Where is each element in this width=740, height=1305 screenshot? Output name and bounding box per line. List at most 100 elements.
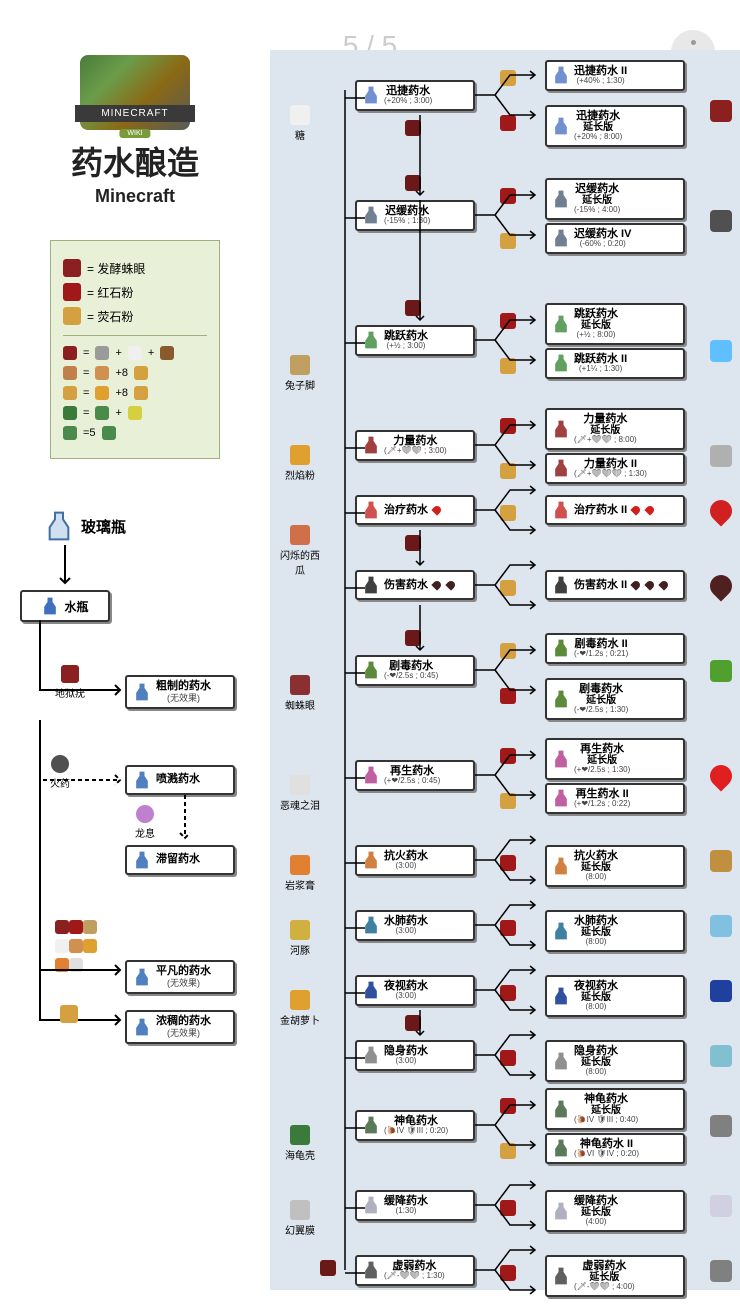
effect-icon bbox=[710, 1260, 732, 1282]
potion-variant-box: 迟缓药水延长版(-15% ; 4:00) bbox=[545, 178, 685, 220]
glow-modifier-icon bbox=[500, 505, 516, 521]
legend-item: = 荧石粉 bbox=[63, 307, 207, 325]
water-bottle-text: 水瓶 bbox=[64, 598, 88, 615]
potion-variant-box: 迟缓药水 IV(-60% ; 0:20) bbox=[545, 223, 685, 254]
red-modifier-icon bbox=[500, 1050, 516, 1066]
legend-item: = 发酵蛛眼 bbox=[63, 259, 207, 277]
potion-variant-box: 再生药水 II(+❤/1.2s ; 0:22) bbox=[545, 783, 685, 814]
ingredient-magma: 岩浆膏 bbox=[280, 855, 320, 892]
red-modifier-icon bbox=[500, 188, 516, 204]
potion-base-box: 抗火药水(3:00) bbox=[355, 845, 475, 876]
dragon-breath-icon bbox=[136, 805, 154, 823]
legend-recipe: =+ bbox=[63, 406, 207, 420]
ingredient-spider: 蜘蛛眼 bbox=[280, 675, 320, 712]
potion-variant-box: 跳跃药水延长版(+½ ; 8:00) bbox=[545, 303, 685, 345]
ferment-icon bbox=[405, 630, 421, 646]
potion-base-box: 力量药水(🗡+❤❤ ; 3:00) bbox=[355, 430, 475, 461]
ferment-icon bbox=[405, 1015, 421, 1031]
potion-base-box: 迅捷药水(+20% ; 3:00) bbox=[355, 80, 475, 111]
page-subtitle: Minecraft bbox=[50, 186, 220, 207]
potion-base-box: 迟缓药水(-15% ; 1:30) bbox=[355, 200, 475, 231]
ingredient-blaze: 烈焰粉 bbox=[280, 445, 320, 482]
arrow-to-lingering bbox=[175, 795, 195, 845]
potion-variant-box: 剧毒药水延长版(-❤/2.5s ; 1:30) bbox=[545, 678, 685, 720]
potion-variant-box: 神龟药水延长版(🐌IV 🛡III ; 0:40) bbox=[545, 1088, 685, 1130]
potion-base-box: 水肺药水(3:00) bbox=[355, 910, 475, 941]
effect-icon bbox=[710, 210, 732, 232]
red-modifier-icon bbox=[500, 920, 516, 936]
potion-base-box: 跳跃药水(+½ ; 3:00) bbox=[355, 325, 475, 356]
ingredient-phantom: 幻翼膜 bbox=[280, 1200, 320, 1237]
effect-icon bbox=[710, 100, 732, 122]
potion-icon bbox=[41, 596, 59, 616]
potion-base-box: 再生药水(+❤/2.5s ; 0:45) bbox=[355, 760, 475, 791]
mundane-potion-box: 平凡的药水(无效果) bbox=[125, 960, 235, 994]
potion-base-box: 治疗药水 bbox=[355, 495, 475, 525]
red-modifier-icon bbox=[500, 748, 516, 764]
legend-recipe: =++ bbox=[63, 346, 207, 360]
ingredient-carrot: 金胡萝卜 bbox=[280, 990, 320, 1027]
potion-variant-box: 伤害药水 II bbox=[545, 570, 685, 600]
thick-potion-box: 浓稠的药水(无效果) bbox=[125, 1010, 235, 1044]
red-modifier-icon bbox=[500, 1265, 516, 1281]
ferment-icon bbox=[320, 1260, 336, 1276]
effect-icon bbox=[710, 980, 732, 1002]
potion-variant-box: 隐身药水延长版(8:00) bbox=[545, 1040, 685, 1082]
glow-modifier-icon bbox=[500, 1143, 516, 1159]
potion-variant-box: 力量药水 II(🗡+❤❤❤ ; 1:30) bbox=[545, 453, 685, 484]
effect-icon bbox=[710, 915, 732, 937]
glow-modifier-icon bbox=[500, 580, 516, 596]
potion-base-box: 剧毒药水(-❤/2.5s ; 0:45) bbox=[355, 655, 475, 686]
logo-banner: MINECRAFT bbox=[75, 105, 195, 122]
potion-variant-box: 神龟药水 II(🐌VI 🛡IV ; 0:20) bbox=[545, 1133, 685, 1164]
potion-base-box: 伤害药水 bbox=[355, 570, 475, 600]
red-modifier-icon bbox=[500, 1200, 516, 1216]
potion-variant-box: 再生药水延长版(+❤/2.5s ; 1:30) bbox=[545, 738, 685, 780]
potion-base-box: 缓降药水(1:30) bbox=[355, 1190, 475, 1221]
red-modifier-icon bbox=[500, 418, 516, 434]
red-modifier-icon bbox=[500, 1098, 516, 1114]
potion-variant-box: 抗火药水延长版(8:00) bbox=[545, 845, 685, 887]
legend-recipe: =5 bbox=[63, 426, 207, 440]
legend-recipe: =+8 bbox=[63, 386, 207, 400]
potion-variant-box: 迅捷药水 II(+40% ; 1:30) bbox=[545, 60, 685, 91]
effect-icon bbox=[710, 1115, 732, 1137]
potion-base-box: 神龟药水(🐌IV 🛡III ; 0:20) bbox=[355, 1110, 475, 1141]
potion-variant-box: 力量药水延长版(🗡+❤❤ ; 8:00) bbox=[545, 408, 685, 450]
effect-icon bbox=[710, 1045, 732, 1067]
logo-wiki-badge: WIKI bbox=[119, 129, 150, 138]
minecraft-logo: MINECRAFT WIKI bbox=[80, 55, 190, 130]
ingredient-rabbit: 兔子脚 bbox=[280, 355, 320, 392]
effect-icon bbox=[705, 495, 736, 526]
red-modifier-icon bbox=[500, 688, 516, 704]
red-modifier-icon bbox=[500, 985, 516, 1001]
glow-modifier-icon bbox=[500, 233, 516, 249]
glow-modifier-icon bbox=[500, 70, 516, 86]
potion-variant-box: 治疗药水 II bbox=[545, 495, 685, 525]
potion-variant-box: 跳跃药水 II(+1¼ ; 1:30) bbox=[545, 348, 685, 379]
gunpowder-label: 火药 bbox=[50, 755, 70, 790]
glowstone-icon bbox=[60, 1005, 78, 1023]
potion-variant-box: 虚弱药水延长版(🗡-❤❤ ; 4:00) bbox=[545, 1255, 685, 1297]
arrow-to-splash bbox=[30, 620, 130, 800]
glow-modifier-icon bbox=[500, 463, 516, 479]
potion-icon bbox=[133, 967, 151, 987]
potion-variant-box: 剧毒药水 II(-❤/1.2s ; 0:21) bbox=[545, 633, 685, 664]
effect-icon bbox=[710, 1195, 732, 1217]
ingredient-turtle: 海龟壳 bbox=[280, 1125, 320, 1162]
ferment-icon bbox=[405, 120, 421, 136]
potion-variant-box: 夜视药水延长版(8:00) bbox=[545, 975, 685, 1017]
legend-item: = 红石粉 bbox=[63, 283, 207, 301]
ingredient-puffer: 河豚 bbox=[280, 920, 320, 957]
potion-variant-box: 水肺药水延长版(8:00) bbox=[545, 910, 685, 952]
potion-icon bbox=[133, 850, 151, 870]
effect-icon bbox=[710, 660, 732, 682]
gunpowder-icon bbox=[51, 755, 69, 773]
red-modifier-icon bbox=[500, 855, 516, 871]
glow-modifier-icon bbox=[500, 643, 516, 659]
potion-icon bbox=[133, 682, 151, 702]
ingredient-sugar: 糖 bbox=[280, 105, 320, 142]
glass-bottle-label: 玻璃瓶 bbox=[45, 510, 126, 542]
glow-modifier-icon bbox=[500, 358, 516, 374]
potion-panel: 糖兔子脚烈焰粉闪烁的西瓜蜘蛛眼恶魂之泪岩浆膏河豚金胡萝卜海龟壳幻翼膜迅捷药水(+… bbox=[270, 50, 740, 1290]
